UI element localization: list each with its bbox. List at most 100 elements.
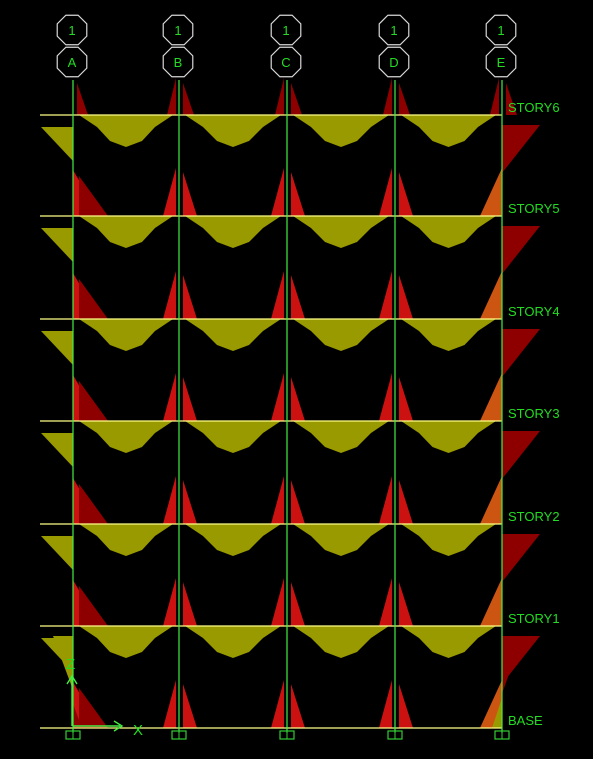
column-moment-stub-left-D [383, 78, 392, 115]
grid-bubble-number: 1 [68, 23, 75, 38]
grid-bubble-top-octagon [485, 14, 517, 46]
beam-moment-AB-story1 [79, 626, 173, 658]
column-moment-e-top-story6 [502, 125, 540, 173]
column-moment-a-top-story2 [41, 536, 73, 570]
column-moment-b-left-story5 [163, 271, 176, 319]
column-moment-a-bottom-inner-story2 [79, 586, 108, 626]
column-moment-e-bottom-story2 [480, 578, 502, 626]
beam-moment-DE-story1 [401, 626, 496, 658]
grid-bubble-letter: B [174, 55, 183, 70]
column-moment-c-left-story1 [271, 680, 284, 728]
beam-moment-CD-story1 [293, 626, 389, 658]
column-moment-a-bottom-inner-story3 [79, 484, 108, 524]
beam-moment-BC-story1 [185, 626, 281, 658]
column-moment-a-bottom-inner-story6 [79, 176, 108, 216]
column-moment-d-right-story6 [399, 172, 413, 216]
column-moment-d-right-story4 [399, 377, 413, 421]
beam-moment-BC-story6 [185, 115, 281, 147]
labels: 1A1B1C1D1ESTORY6STORY5STORY4STORY3STORY2… [56, 14, 560, 739]
column-moment-e-bottom-story3 [480, 476, 502, 524]
grid-bubble-number: 1 [174, 23, 181, 38]
column-moment-c-left-story4 [271, 373, 284, 421]
column-moment-c-left-story3 [271, 476, 284, 524]
column-moment-e-bottom-story6 [480, 168, 502, 216]
column-moment-a-base-bottom [73, 704, 82, 728]
column-moment-d-right-story2 [399, 582, 413, 626]
beam-moment-DE-story5 [401, 216, 496, 248]
grid-bubble-top-octagon [378, 14, 410, 46]
column-moment-c-left-story6 [271, 168, 284, 216]
column-moment-stub-right-E [506, 83, 517, 115]
column-moment-d-left-story2 [379, 578, 392, 626]
beam-moment-BC-story2 [185, 524, 281, 556]
column-moment-d-left-story4 [379, 373, 392, 421]
column-moment-stub-right-A [77, 83, 88, 115]
story-label-story5: STORY5 [508, 201, 560, 216]
story-label-story3: STORY3 [508, 406, 560, 421]
beam-moment-CD-story3 [293, 421, 389, 453]
column-moment-c-left-story2 [271, 578, 284, 626]
grid-bubble-number: 1 [282, 23, 289, 38]
story-label-story1: STORY1 [508, 611, 560, 626]
column-moment-e-top-story4 [502, 329, 540, 377]
column-moment-d-left-story6 [379, 168, 392, 216]
column-moment-stub-right-B [183, 83, 194, 115]
column-moment-b-right-story4 [183, 377, 197, 421]
column-moment-e-base-top [502, 636, 522, 694]
grid-bubble-a: 1A [56, 14, 88, 78]
beam-moment-DE-story2 [401, 524, 496, 556]
column-moment-a-top-story4 [41, 331, 73, 365]
column-moment-e-top-story5 [502, 226, 540, 274]
column-moment-b-right-story5 [183, 275, 197, 319]
column-moment-e-top-story2 [502, 534, 540, 582]
beam-moment-BC-story5 [185, 216, 281, 248]
column-moment-b-right-story6 [183, 172, 197, 216]
column-moment-b-right-story1 [183, 684, 197, 728]
story-label-story4: STORY4 [508, 304, 560, 319]
beam-moment-AB-story3 [79, 421, 173, 453]
column-moment-a-bottom-inner-story1 [79, 688, 108, 728]
column-moment-d-right-story3 [399, 480, 413, 524]
beam-moment-CD-story5 [293, 216, 389, 248]
grid-bubble-letter: D [389, 55, 398, 70]
story-label-story2: STORY2 [508, 509, 560, 524]
column-moment-d-left-story5 [379, 271, 392, 319]
column-moment-a-base-top [53, 636, 73, 690]
beam-moment-DE-story4 [401, 319, 496, 351]
column-moment-b-left-story6 [163, 168, 176, 216]
grid-bubble-bottom-octagon [56, 46, 88, 78]
column-moment-d-left-story3 [379, 476, 392, 524]
column-moment-d-right-story1 [399, 684, 413, 728]
column-moment-b-left-story1 [163, 680, 176, 728]
grid-bubble-c: 1C [270, 14, 302, 78]
column-moment-c-right-story2 [291, 582, 305, 626]
story-label-story6: STORY6 [508, 100, 560, 115]
grid-bubble-top-octagon [270, 14, 302, 46]
x-axis-arrow-head [113, 720, 124, 732]
beam-moment-CD-story4 [293, 319, 389, 351]
column-moment-e-top-story3 [502, 431, 540, 479]
grid-bubble-letter: C [281, 55, 290, 70]
beam-moment-DE-story3 [401, 421, 496, 453]
column-moment-a-bottom-inner-story4 [79, 381, 108, 421]
beam-moment-CD-story2 [293, 524, 389, 556]
grid-bubble-letter: E [497, 55, 506, 70]
beam-moment-AB-story2 [79, 524, 173, 556]
axis-indicator: XZ [66, 656, 143, 739]
column-moment-b-left-story2 [163, 578, 176, 626]
column-moment-stub-right-C [291, 83, 302, 115]
grid-bubble-letter: A [68, 55, 77, 70]
grid-bubble-bottom-octagon [162, 46, 194, 78]
column-moment-c-right-story3 [291, 480, 305, 524]
moment-diagrams [41, 78, 540, 728]
beam-moment-AB-story6 [79, 115, 173, 147]
column-moment-b-right-story3 [183, 480, 197, 524]
column-moment-c-right-story1 [291, 684, 305, 728]
column-moment-stub-left-C [275, 78, 284, 115]
grid-bubble-top-octagon [162, 14, 194, 46]
grid-bubble-number: 1 [497, 23, 504, 38]
column-moment-b-right-story2 [183, 582, 197, 626]
column-moment-a-bottom-inner-story5 [79, 279, 108, 319]
grid-bubble-b: 1B [162, 14, 194, 78]
column-moment-c-left-story5 [271, 271, 284, 319]
